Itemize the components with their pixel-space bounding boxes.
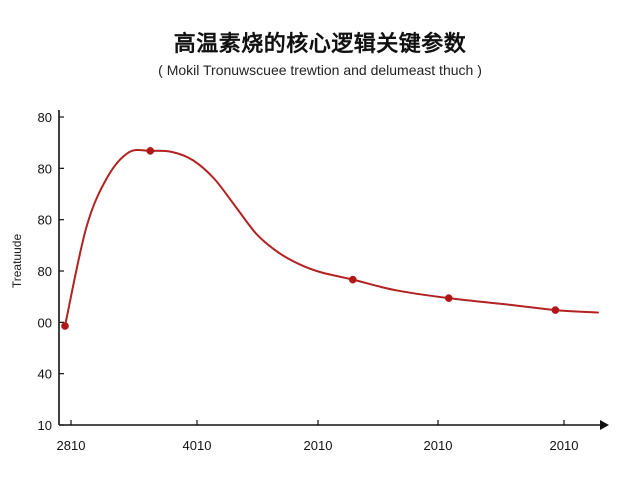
series-line [64, 148, 599, 327]
y-tick-label: 80 [38, 110, 52, 125]
data-point-marker [146, 147, 155, 155]
x-ticks: 2810 4010 2010 2010 2010 [57, 420, 579, 453]
y-tick-label: 80 [38, 213, 52, 228]
x-tick-label: 2010 [304, 438, 333, 453]
data-point-marker [444, 294, 453, 302]
axes [58, 110, 609, 430]
y-ticks: 10 40 00 80 80 80 80 [38, 110, 64, 433]
x-tick-label: 4010 [183, 438, 212, 453]
y-tick-label: 00 [38, 315, 52, 330]
data-point-marker [348, 275, 357, 284]
chart-subtitle: ( Mokil Tronuwscuee trewtion and delumea… [158, 62, 482, 78]
series-markers [61, 147, 560, 330]
data-point-marker [61, 322, 69, 330]
x-tick-label: 2010 [424, 438, 453, 453]
x-axis-arrow [600, 420, 609, 430]
y-tick-label: 10 [38, 418, 52, 433]
data-point-marker [551, 306, 560, 314]
x-tick-label: 2810 [57, 438, 86, 453]
x-tick-label: 2010 [550, 438, 579, 453]
chart-title: 高温素烧的核心逻辑关键参数 [173, 32, 467, 57]
y-tick-label: 80 [38, 264, 52, 279]
y-tick-label: 80 [38, 161, 52, 176]
y-tick-label: 40 [38, 367, 52, 382]
